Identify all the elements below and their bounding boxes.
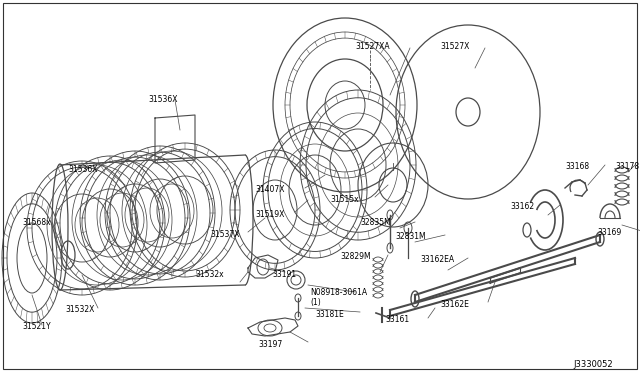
Text: 33191: 33191: [272, 270, 296, 279]
Text: 31519X: 31519X: [255, 210, 284, 219]
Text: N08918-3061A
(1): N08918-3061A (1): [310, 288, 367, 307]
Text: 31532X: 31532X: [65, 305, 94, 314]
Text: 33162E: 33162E: [440, 300, 469, 309]
Text: 32829M: 32829M: [340, 252, 371, 261]
Text: 33162: 33162: [510, 202, 534, 211]
Text: 33181E: 33181E: [315, 310, 344, 319]
Text: 33162EA: 33162EA: [420, 255, 454, 264]
Text: 31407X: 31407X: [255, 185, 285, 194]
Text: J3330052: J3330052: [573, 360, 613, 369]
Text: 31568x: 31568x: [22, 218, 51, 227]
Text: 31527X: 31527X: [440, 42, 469, 51]
Text: 33161: 33161: [385, 315, 409, 324]
Text: 32835M: 32835M: [360, 218, 391, 227]
Text: 33168: 33168: [565, 162, 589, 171]
Text: 33178: 33178: [615, 162, 639, 171]
Text: 32831M: 32831M: [395, 232, 426, 241]
Text: 33197: 33197: [258, 340, 282, 349]
Text: 31521Y: 31521Y: [22, 322, 51, 331]
Text: 31527XA: 31527XA: [355, 42, 390, 51]
Text: 31536X: 31536X: [148, 95, 177, 104]
Text: 31536X: 31536X: [68, 165, 97, 174]
Text: 31532x: 31532x: [195, 270, 223, 279]
Text: 31515x: 31515x: [330, 195, 358, 204]
Text: 31537X: 31537X: [210, 230, 239, 239]
Text: 33169: 33169: [597, 228, 621, 237]
